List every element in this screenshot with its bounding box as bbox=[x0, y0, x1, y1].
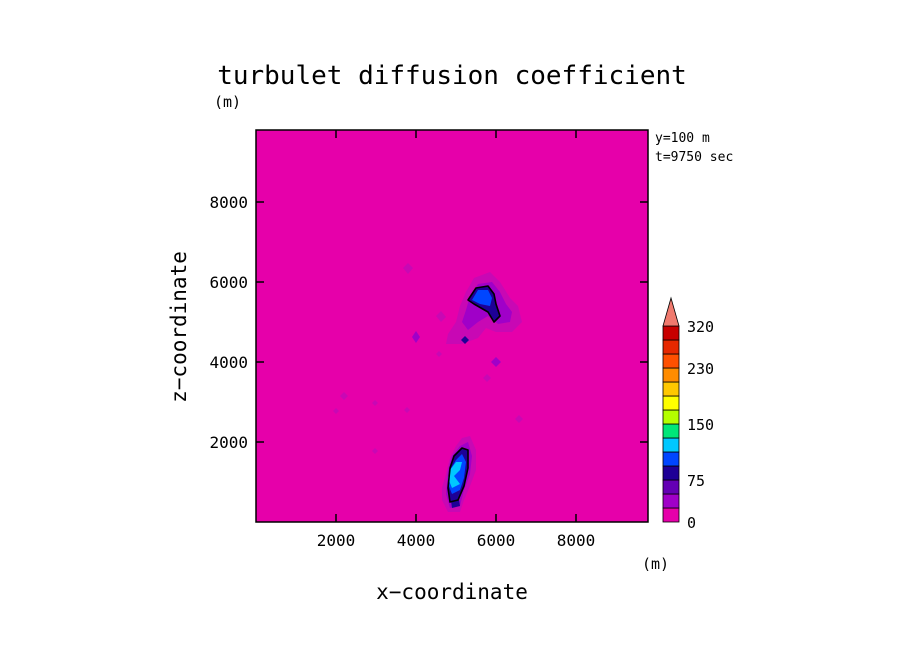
colorbar-segment bbox=[662, 395, 680, 411]
colorbar-tick-label: 150 bbox=[687, 416, 714, 434]
colorbar-overflow-arrow bbox=[662, 296, 680, 327]
blob bbox=[436, 311, 446, 322]
colorbar-tick-label: 320 bbox=[687, 318, 714, 336]
blob bbox=[404, 407, 410, 413]
colorbar-segment bbox=[662, 507, 680, 523]
plot-frame bbox=[255, 129, 649, 523]
colorbar-segment bbox=[662, 437, 680, 453]
colorbar-segment bbox=[662, 465, 680, 481]
blob bbox=[491, 357, 501, 367]
x-tick-label: 6000 bbox=[477, 531, 516, 550]
colorbar-segment bbox=[662, 479, 680, 495]
colorbar-segment bbox=[662, 367, 680, 383]
colorbar-tick-label: 0 bbox=[687, 514, 696, 532]
x-tick-label: 2000 bbox=[317, 531, 356, 550]
colorbar-segment bbox=[662, 493, 680, 509]
annotation-time: t=9750 sec bbox=[655, 150, 733, 165]
colorbar-segment bbox=[662, 423, 680, 439]
y-tick-label: 8000 bbox=[209, 193, 248, 212]
blob bbox=[372, 400, 378, 406]
colorbar-segment bbox=[662, 325, 680, 341]
colorbar-segment bbox=[662, 339, 680, 355]
contour-lines bbox=[447, 285, 501, 503]
y-axis-unit: (m) bbox=[214, 93, 241, 111]
y-axis-label: z−coordinate bbox=[167, 251, 191, 403]
x-axis-label: x−coordinate bbox=[376, 580, 528, 604]
chart-title: turbulet diffusion coefficient bbox=[217, 61, 687, 91]
colorbar-segment bbox=[662, 381, 680, 397]
x-tick-label: 8000 bbox=[557, 531, 596, 550]
blob bbox=[403, 263, 413, 274]
plot-area: 2000 4000 6000 8000 2000 4000 6000 8000 bbox=[209, 129, 649, 550]
blob bbox=[436, 351, 442, 357]
blob bbox=[515, 415, 523, 423]
lower-plume-core bbox=[448, 462, 462, 488]
lower-contour-line bbox=[447, 447, 469, 503]
blob bbox=[412, 331, 420, 343]
blob bbox=[372, 448, 378, 454]
x-axis-unit: (m) bbox=[642, 555, 669, 573]
colorbar-segment bbox=[662, 451, 680, 467]
blob bbox=[483, 374, 491, 382]
colorbar-tick-label: 230 bbox=[687, 360, 714, 378]
blob bbox=[333, 408, 339, 414]
blob bbox=[461, 336, 469, 344]
blob bbox=[340, 392, 348, 400]
annotation-y-level: y=100 m bbox=[655, 131, 710, 146]
colorbar-segment bbox=[662, 409, 680, 425]
y-tick-label: 4000 bbox=[209, 353, 248, 372]
upper-contour-line bbox=[467, 285, 501, 323]
contour-fill bbox=[333, 263, 523, 512]
y-tick-label: 2000 bbox=[209, 433, 248, 452]
colorbar-tick-label: 75 bbox=[687, 472, 705, 490]
y-tick-label: 6000 bbox=[209, 273, 248, 292]
upper-plume-core bbox=[472, 290, 492, 306]
colorbar-segment bbox=[662, 353, 680, 369]
colorbar: 0 75 150 230 320 bbox=[662, 296, 714, 532]
x-tick-label: 4000 bbox=[397, 531, 436, 550]
axis-ticks: 2000 4000 6000 8000 2000 4000 6000 8000 bbox=[209, 130, 648, 550]
